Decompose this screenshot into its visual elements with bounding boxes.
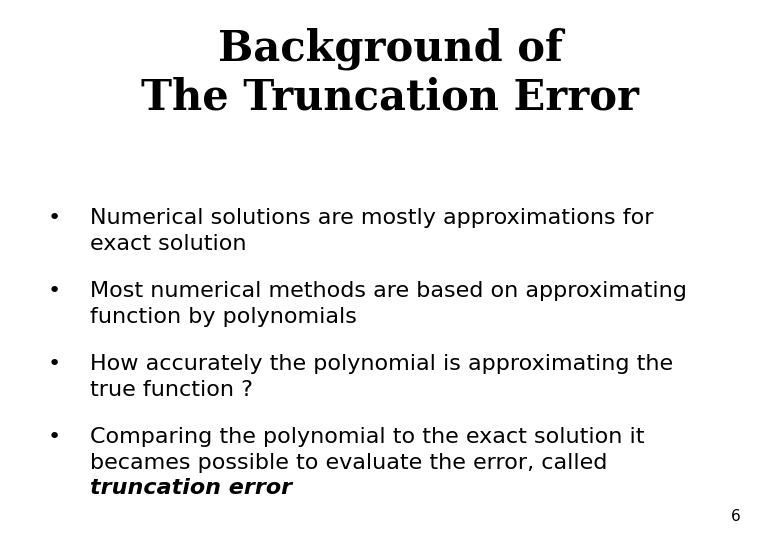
Text: 6: 6 [732, 509, 741, 524]
Text: •: • [48, 354, 61, 374]
Text: •: • [48, 281, 61, 301]
Text: Numerical solutions are mostly approximations for: Numerical solutions are mostly approxima… [90, 208, 653, 228]
Text: true function ?: true function ? [90, 380, 253, 400]
Text: function by polynomials: function by polynomials [90, 307, 356, 327]
Text: •: • [48, 427, 61, 447]
Text: How accurately the polynomial is approximating the: How accurately the polynomial is approxi… [90, 354, 673, 374]
Text: becames possible to evaluate the error, called: becames possible to evaluate the error, … [90, 453, 607, 472]
Text: Comparing the polynomial to the exact solution it: Comparing the polynomial to the exact so… [90, 427, 644, 447]
Text: Background of
The Truncation Error: Background of The Truncation Error [141, 27, 639, 118]
Text: truncation error: truncation error [90, 478, 292, 498]
Text: exact solution: exact solution [90, 234, 246, 254]
Text: Most numerical methods are based on approximating: Most numerical methods are based on appr… [90, 281, 686, 301]
Text: •: • [48, 208, 61, 228]
